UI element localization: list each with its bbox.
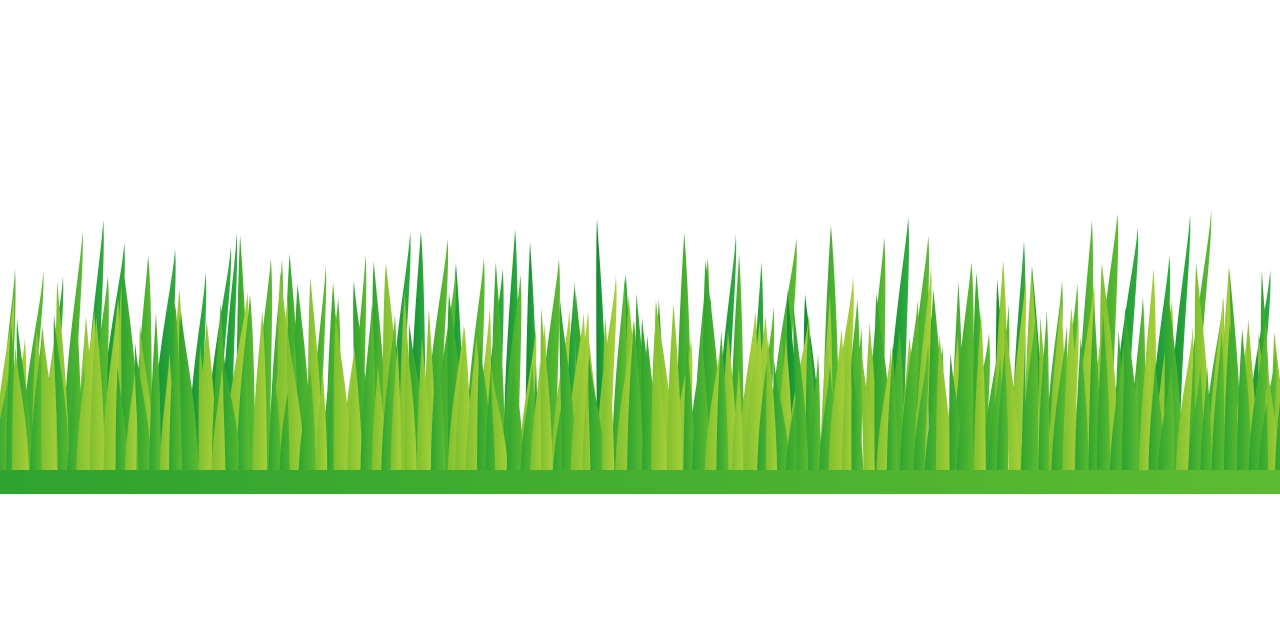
- grass-blade: [416, 337, 432, 494]
- grass-blade: [1123, 368, 1139, 494]
- grass-base: [0, 470, 1280, 494]
- grass-blade: [601, 316, 615, 494]
- grass-blade: [627, 320, 644, 494]
- grass-blade: [315, 365, 328, 494]
- grass-blade: [773, 357, 791, 494]
- grass-blade: [973, 311, 986, 494]
- grass-blade: [103, 301, 120, 494]
- grass-blade: [744, 320, 762, 494]
- grass-blade: [716, 330, 729, 494]
- grass-blade: [1211, 331, 1225, 494]
- grass-blade: [1223, 323, 1240, 494]
- grass-blade: [89, 316, 106, 494]
- grass-blade: [179, 316, 199, 494]
- grass-blade: [1038, 310, 1050, 494]
- grass-blade: [149, 312, 162, 494]
- grass-blade: [41, 326, 58, 494]
- grass-blade: [268, 362, 282, 494]
- grass-blade: [124, 354, 138, 494]
- grass-front-layer: [0, 300, 1280, 494]
- grass-blade: [134, 342, 153, 494]
- grass-blade: [333, 314, 352, 494]
- grass-blade: [491, 365, 509, 494]
- grass-blade: [935, 335, 952, 494]
- grass-blade: [899, 300, 919, 494]
- grass-blade: [956, 360, 974, 494]
- grass-blade: [651, 330, 668, 494]
- grass-blade: [1004, 312, 1021, 494]
- grass-blade: [1236, 328, 1253, 494]
- grass-blade: [851, 364, 864, 494]
- grass-blade: [506, 357, 525, 494]
- grass-blade: [1051, 324, 1068, 494]
- grass-blade: [53, 314, 71, 494]
- grass-blade: [1138, 309, 1152, 494]
- grass-blade: [793, 303, 809, 494]
- grass-blade: [588, 355, 607, 494]
- grass-blade: [347, 347, 363, 494]
- grass-blade: [360, 304, 376, 494]
- grass-blade: [12, 346, 30, 494]
- grass-blade: [252, 310, 268, 494]
- grass-blade: [731, 364, 744, 494]
- grass-blade: [298, 367, 317, 494]
- grass-blade: [886, 344, 898, 494]
- grass-blade: [223, 354, 243, 494]
- grass-blade: [1200, 366, 1213, 494]
- grass-blade: [1187, 368, 1204, 494]
- grass-blade: [913, 342, 929, 494]
- grass-blade: [30, 327, 44, 494]
- grass-blade: [1109, 344, 1124, 494]
- grass-blade: [430, 341, 446, 494]
- grass-blade: [1096, 314, 1111, 494]
- grass-blade: [828, 328, 846, 494]
- grass-blade: [1063, 313, 1079, 494]
- grass-blade: [198, 345, 213, 494]
- grass-blade: [540, 307, 553, 494]
- grass-blade: [530, 359, 545, 494]
- grass-blade: [404, 334, 418, 494]
- grass-blade: [765, 336, 778, 494]
- grass-blade: [1175, 326, 1194, 494]
- grass-blade: [691, 345, 710, 494]
- grass-blade: [390, 342, 402, 494]
- grass-blade: [666, 303, 682, 494]
- grass-blade: [1075, 337, 1090, 494]
- grass-blade: [168, 305, 182, 494]
- grass-blade: [841, 322, 854, 494]
- grass-blade: [861, 347, 876, 494]
- grass-blade: [1020, 315, 1039, 494]
- grass-blade: [1157, 365, 1175, 494]
- grass-blade: [683, 338, 696, 494]
- grass-blade: [238, 342, 250, 494]
- grass-blade: [808, 353, 821, 494]
